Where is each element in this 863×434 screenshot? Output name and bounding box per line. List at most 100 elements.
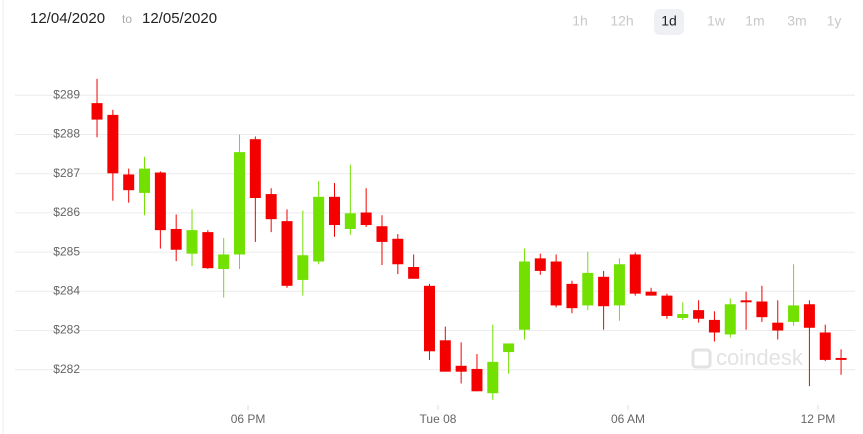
candle [677,302,689,320]
candle-body [423,285,435,352]
candle [455,342,467,384]
candle-body [803,304,815,328]
watermark-logo [691,348,712,369]
candle-body [566,283,578,309]
watermark: coindesk [691,345,804,370]
candle [313,181,325,265]
candle [835,349,847,375]
candle [708,311,720,342]
candle [693,300,705,323]
candle-body [629,254,641,294]
candle-body [819,332,831,360]
candle-body [582,272,594,306]
candle-body [439,340,451,372]
range-button[interactable]: 1y [827,13,842,29]
candle [139,156,151,216]
candle [107,109,119,201]
candle [518,248,530,340]
y-tick-label: $285 [53,244,80,258]
candle [613,258,625,321]
candle-body [265,194,277,220]
candle-body [328,196,340,226]
candle [740,291,752,330]
candle [281,209,293,288]
x-tick-label: Tue 08 [420,412,457,426]
candle-body [534,258,546,271]
range-button[interactable]: 1m [745,13,764,29]
range-selected-bg [654,9,684,35]
candle-body [503,343,515,353]
candle-body [724,304,736,335]
range-button[interactable]: 12h [610,13,633,29]
candle [328,183,340,237]
range-button[interactable]: 3m [787,13,806,29]
date-separator: to [122,12,132,26]
candle-body [613,264,625,306]
candle [218,237,230,298]
x-tick-label: 06 AM [611,412,645,426]
candle [582,251,594,311]
candle-body [376,226,388,242]
candle [234,134,246,269]
date-to: 12/05/2020 [142,10,217,27]
candle-body [598,276,610,307]
range-button[interactable]: 1w [707,13,726,29]
candle [629,252,641,296]
candle-body [139,168,151,193]
candle [202,230,214,269]
candle-body [756,301,768,318]
candle-body [91,103,103,120]
candle [376,215,388,266]
candle-body [740,300,752,303]
watermark-text: coindesk [716,345,804,370]
candle [265,188,277,233]
y-tick-label: $282 [53,362,80,376]
candle [487,324,499,400]
candle-body [281,221,293,286]
candle [123,168,135,203]
candle-body [835,357,847,360]
y-tick-label: $289 [53,87,80,101]
candle [297,210,309,296]
range-button[interactable]: 1h [572,13,588,29]
candle-body [249,139,261,198]
candle [154,171,166,249]
y-tick-label: $286 [53,205,80,219]
candle-body [772,322,784,331]
y-tick-label: $283 [53,323,80,337]
candle-body [408,267,420,279]
candle-body [788,305,800,322]
candle [91,78,103,138]
candle-body [471,368,483,392]
candle [408,254,420,279]
candle-body [154,172,166,231]
candle-body [360,212,372,226]
candle [566,280,578,314]
candle-body [708,319,720,333]
candle-body [344,213,356,229]
candle-body [550,261,562,306]
candle-body [186,230,198,254]
candle-body [392,238,404,265]
candle-body [677,314,689,318]
candle [423,283,435,360]
candle-body [107,114,119,174]
candle [503,343,515,374]
candle [170,214,182,262]
candle [819,324,831,362]
candle [724,298,736,338]
candle [439,326,451,372]
candle [186,209,198,267]
candle [803,300,815,387]
date-from: 12/04/2020 [30,10,105,27]
candle [756,285,768,322]
candle [550,254,562,308]
candle [534,253,546,275]
candle-body [455,365,467,372]
candle-body [297,255,309,280]
candle-body [518,261,530,330]
range-button[interactable]: 1d [661,13,677,29]
candle [772,300,784,340]
